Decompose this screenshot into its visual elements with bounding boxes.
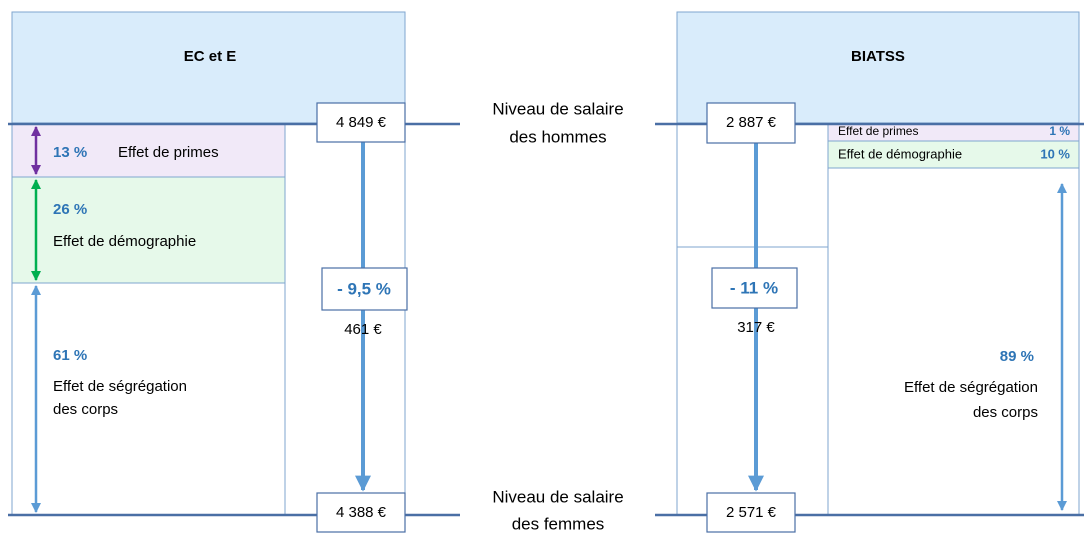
effect-label: Effet de démographie bbox=[838, 146, 962, 161]
effect-label: des corps bbox=[973, 404, 1038, 421]
women-label: des femmes bbox=[512, 514, 605, 533]
effect-label: Effet de démographie bbox=[53, 233, 196, 250]
effect-label: Effet de ségrégation bbox=[53, 378, 187, 395]
men-salary: 4 849 € bbox=[336, 114, 387, 131]
gap-pct: - 11 % bbox=[730, 278, 778, 297]
row-primes bbox=[12, 124, 285, 177]
row-primes bbox=[828, 124, 1079, 141]
salary-box bbox=[706, 492, 796, 533]
effect-label: Effet de primes bbox=[838, 124, 918, 138]
row-demo bbox=[828, 141, 1079, 168]
gap-box bbox=[321, 267, 408, 311]
men-salary: 2 887 € bbox=[726, 114, 777, 131]
gap-amount: 461 € bbox=[344, 321, 382, 338]
men-label: des hommes bbox=[509, 127, 606, 146]
effect-label: Effet de primes bbox=[118, 144, 219, 161]
effect-pct: 13 % bbox=[53, 144, 87, 161]
effect-label: Effet de ségrégation bbox=[904, 379, 1038, 396]
salary-box bbox=[706, 102, 796, 144]
effect-pct: 89 % bbox=[1000, 348, 1034, 365]
row-demo bbox=[12, 177, 285, 283]
women-salary: 4 388 € bbox=[336, 504, 387, 521]
gap-amount: 317 € bbox=[737, 319, 775, 336]
effect-pct: 10 % bbox=[1040, 146, 1070, 161]
effect-label: des corps bbox=[53, 401, 118, 418]
effect-pct: 26 % bbox=[53, 201, 87, 218]
panel-title: BIATSS bbox=[851, 48, 905, 65]
effect-pct: 1 % bbox=[1049, 124, 1070, 138]
panel-title: EC et E bbox=[184, 48, 237, 65]
salary-box bbox=[316, 102, 406, 143]
gap-box bbox=[711, 267, 798, 309]
women-salary: 2 571 € bbox=[726, 504, 777, 521]
gap-pct: - 9,5 % bbox=[337, 279, 391, 298]
effect-pct: 61 % bbox=[53, 347, 87, 364]
men-label: Niveau de salaire bbox=[492, 99, 623, 118]
salary-box bbox=[316, 492, 406, 533]
women-label: Niveau de salaire bbox=[492, 487, 623, 506]
